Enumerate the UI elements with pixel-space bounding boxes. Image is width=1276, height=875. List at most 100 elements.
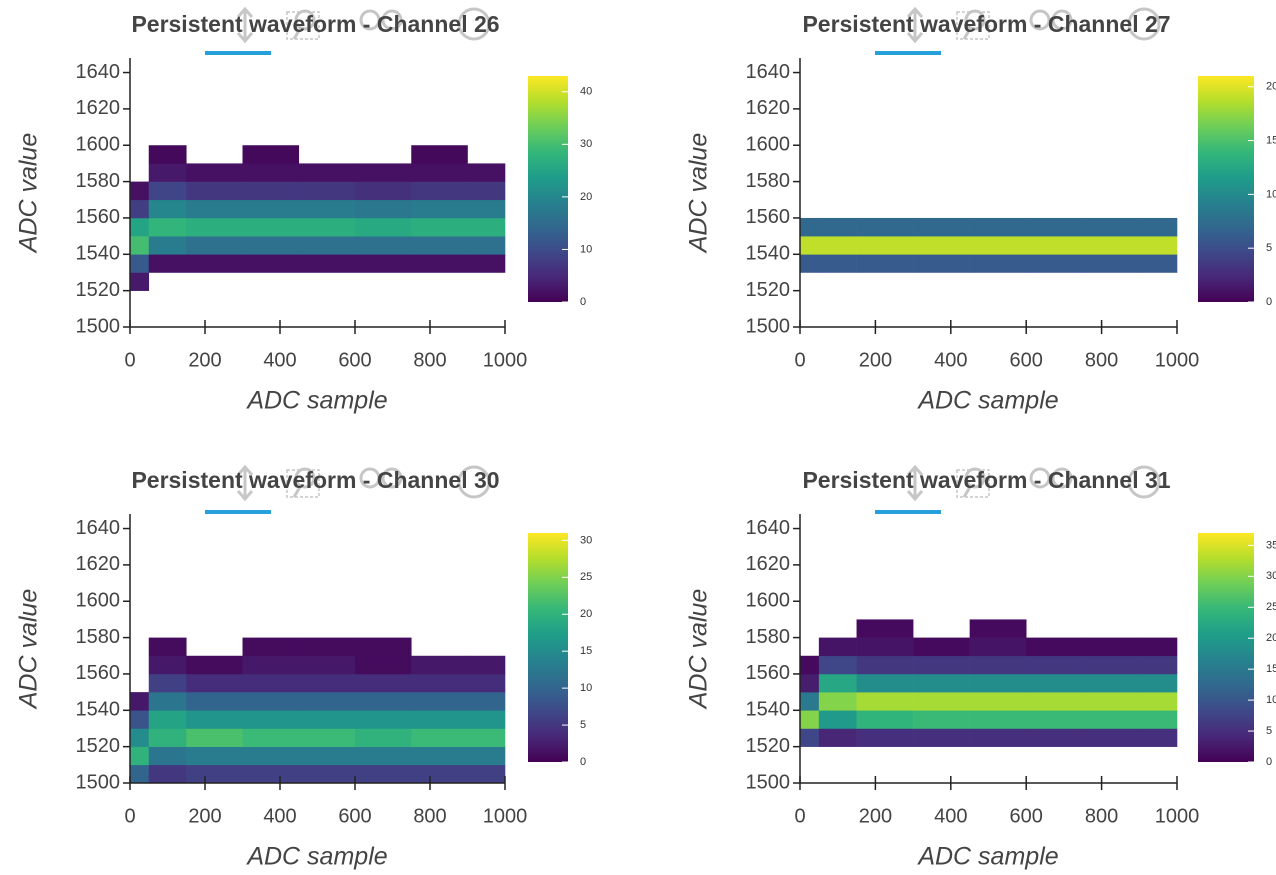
y-tick-label: 1620 [76,553,121,575]
heatmap-cell [467,746,506,766]
y-tick-label: 1640 [746,61,791,83]
heatmap-cell [242,728,300,747]
colorbar-tick-label: 30 [580,138,592,150]
heatmap-cell [1082,692,1140,711]
heatmap-cell [148,746,187,766]
heatmap-cell [913,655,970,675]
colorbar-tick-label: 25 [1266,601,1276,613]
heatmap-cell [818,673,857,693]
heatmap-cell [969,692,1027,711]
x-tick-label: 0 [124,805,135,827]
heatmap-cell [242,199,300,219]
y-tick-label: 1600 [76,590,121,612]
toolbar-overlay[interactable] [205,7,491,55]
toolbar-overlay[interactable] [205,465,491,514]
x-tick-label: 0 [124,349,135,371]
heatmap-cell [298,728,356,747]
heatmap-cell [242,254,300,273]
heatmap-cell [148,637,187,657]
heatmap-cell [186,692,243,711]
heatmap-cell [411,236,468,255]
y-tick-label: 1620 [746,97,791,119]
heatmap-cell [148,217,187,237]
heatmap-cell [969,673,1027,693]
heatmap-cell [148,163,187,182]
heatmap-cell [242,637,300,657]
heatmap-cell [411,764,468,784]
heatmap-cell [242,673,300,693]
colorbar-tick-label: 10 [1266,694,1276,706]
x-tick-label: 200 [188,349,221,371]
colorbar-tick-label: 40 [580,86,592,98]
heatmap-cell [411,199,468,219]
heatmap-cell [242,163,300,182]
heatmap-cell [242,236,300,255]
colorbar-tick-label: 0 [1266,756,1272,768]
y-tick-label: 1600 [746,590,791,612]
heatmap-cell [355,199,412,219]
y-tick-label: 1560 [76,206,121,228]
y-tick-label: 1520 [746,279,791,301]
colorbar-tick-label: 15 [580,645,592,657]
heatmap-cell [186,655,243,675]
x-tick-label: 600 [338,805,371,827]
heatmap-cell [186,710,243,729]
heatmap-cell [818,710,857,729]
heatmap-cell [298,710,356,729]
heatmap-cell [148,145,187,164]
y-tick-label: 1560 [746,206,791,228]
heatmap-cell [856,673,914,693]
heatmap-cell [800,254,820,273]
heatmap-cell [1082,217,1140,237]
colorbar-tick-label: 20 [580,608,592,620]
heatmap-cell [1139,728,1178,747]
heatmap-cell [355,236,412,255]
heatmap-cell [355,637,412,657]
heatmap-cell [355,181,412,201]
y-tick-label: 1560 [76,662,121,684]
toolbar-overlay[interactable] [875,7,1161,55]
colorbar [1198,76,1254,302]
heatmap-cell [467,710,506,729]
heatmap-cell [969,637,1027,657]
heatmap-cell [148,673,187,693]
y-tick-label: 1540 [746,699,791,721]
heatmap-cell [913,692,970,711]
x-tick-label: 200 [188,805,221,827]
heatmap-cell [818,254,857,273]
heatmap-cell [411,710,468,729]
heatmap-cell [913,637,970,657]
y-axis-label: ADC value [15,589,43,711]
heatmap-cell [298,746,356,766]
heatmap-cell [242,217,300,237]
y-tick-label: 1500 [76,771,121,793]
heatmap-cell [411,181,468,201]
heatmap-cell [242,692,300,711]
heatmap-cell [1082,655,1140,675]
heatmap-cell [467,236,506,255]
heatmap-cell [298,692,356,711]
heatmap-cell [913,673,970,693]
heatmap-cell [800,655,820,675]
heatmap-cell [800,673,820,693]
colorbar-tick-label: 20 [580,191,592,203]
heatmap-cell [467,764,506,784]
heatmap-cell [242,181,300,201]
heatmap-cell [1026,728,1084,747]
heatmap-cell [969,655,1027,675]
x-tick-label: 200 [859,805,892,827]
heatmap-cell [467,692,506,711]
heatmap-cell [355,728,412,747]
x-tick-label: 400 [263,805,296,827]
y-tick-label: 1540 [746,243,791,265]
heatmap-cell [298,163,356,182]
heatmap-cell [148,655,187,675]
toolbar-overlay[interactable] [875,465,1161,514]
heatmap-cell [913,236,970,255]
heatmap-cell [130,692,150,711]
heatmap-cell [800,692,820,711]
x-tick-label: 800 [413,805,446,827]
